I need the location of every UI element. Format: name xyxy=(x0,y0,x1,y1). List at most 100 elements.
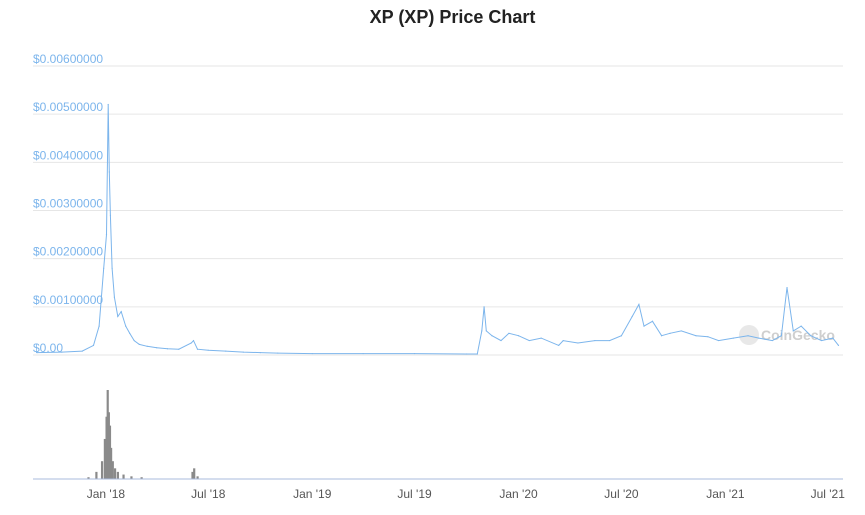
price-point xyxy=(125,325,127,327)
volume-bar xyxy=(108,425,112,479)
volume-bar xyxy=(130,476,133,479)
volume-bar xyxy=(196,476,199,479)
price-point xyxy=(771,339,773,342)
price-point xyxy=(594,339,596,342)
price-point xyxy=(92,344,95,346)
price-point xyxy=(500,339,502,342)
price-point xyxy=(608,339,611,342)
price-line xyxy=(36,104,839,355)
price-point xyxy=(747,335,749,337)
volume-bar xyxy=(95,471,98,479)
x-tick-label: Jul '18 xyxy=(191,487,226,501)
price-point xyxy=(61,351,63,353)
price-point xyxy=(508,332,510,334)
y-tick-label: $0.00400000 xyxy=(33,148,103,162)
price-point xyxy=(242,351,244,353)
price-point xyxy=(631,315,633,318)
x-tick-label: Jul '20 xyxy=(604,487,639,501)
price-point xyxy=(190,342,192,344)
price-point xyxy=(786,286,788,289)
price-point xyxy=(81,350,83,352)
price-point xyxy=(718,339,720,342)
price-point xyxy=(107,103,109,106)
price-point xyxy=(558,344,560,346)
y-tick-label: $0.00500000 xyxy=(33,100,103,114)
coingecko-logo-icon xyxy=(739,325,759,345)
volume-bar xyxy=(103,438,106,479)
price-point xyxy=(133,339,135,342)
x-tick-label: Jan '21 xyxy=(706,487,745,501)
price-point xyxy=(540,337,542,339)
price-point xyxy=(669,332,671,334)
grid-lines xyxy=(33,65,843,356)
volume-series xyxy=(87,390,199,479)
price-point xyxy=(207,349,209,351)
y-tick-label: $0.00100000 xyxy=(33,293,103,307)
price-point xyxy=(105,233,108,236)
watermark-text: CoinGecko xyxy=(761,327,835,343)
price-series xyxy=(36,103,840,355)
y-tick-label: $0.00 xyxy=(33,341,63,355)
y-tick-label: $0.00600000 xyxy=(33,52,103,66)
price-point xyxy=(810,335,812,337)
price-point xyxy=(178,348,180,350)
price-point xyxy=(196,348,199,350)
price-point xyxy=(491,335,493,337)
price-point xyxy=(113,296,115,298)
x-tick-label: Jan '18 xyxy=(87,487,126,501)
volume-bar xyxy=(140,477,143,479)
price-point xyxy=(117,315,119,318)
price-point xyxy=(732,337,734,339)
price-point xyxy=(638,303,640,306)
price-point xyxy=(485,330,487,332)
price-point xyxy=(837,344,840,346)
price-point xyxy=(528,339,530,342)
y-tick-label: $0.00200000 xyxy=(33,245,103,259)
price-point xyxy=(166,348,169,350)
volume-bar xyxy=(193,468,196,479)
volume-bar xyxy=(122,474,125,479)
x-tick-label: Jul '19 xyxy=(397,487,432,501)
price-point xyxy=(517,335,520,337)
price-point xyxy=(120,311,122,313)
price-point xyxy=(129,332,131,334)
price-point xyxy=(481,330,483,332)
price-point xyxy=(562,339,564,342)
volume-bar xyxy=(110,447,113,479)
y-axis-labels: $0.00 $0.00100000 $0.00200000 $0.00300000 $0… xyxy=(33,52,103,355)
y-tick-label: $0.00300000 xyxy=(33,197,103,211)
price-point xyxy=(108,171,110,173)
price-point xyxy=(111,267,113,269)
price-point xyxy=(780,335,782,337)
price-point xyxy=(109,214,112,216)
price-point xyxy=(643,325,645,327)
x-tick-label: Jan '20 xyxy=(499,487,538,501)
price-point xyxy=(483,306,485,308)
price-point xyxy=(800,325,802,327)
price-point xyxy=(98,325,100,327)
price-point xyxy=(36,351,38,354)
price-point xyxy=(651,320,654,322)
volume-bar xyxy=(100,461,104,479)
price-point xyxy=(577,342,579,344)
price-point xyxy=(758,337,760,339)
price-point xyxy=(225,350,227,352)
price-point xyxy=(146,345,148,347)
price-point xyxy=(413,352,416,355)
chart-title: XP (XP) Price Chart xyxy=(369,7,536,27)
volume-bar xyxy=(106,390,109,479)
price-point xyxy=(192,339,195,342)
volume-bar xyxy=(107,412,110,479)
x-tick-label: Jan '19 xyxy=(293,487,332,501)
price-point xyxy=(620,335,623,337)
price-point xyxy=(680,330,682,332)
price-point xyxy=(820,339,823,342)
volume-bar xyxy=(116,471,119,479)
price-point xyxy=(465,353,468,355)
price-point xyxy=(660,335,663,337)
price-point xyxy=(476,353,478,355)
price-point xyxy=(832,337,834,339)
x-axis-labels: Jan '18 Jul '18 Jan '19 Jul '19 Jan '20 Jul '… xyxy=(87,487,845,501)
volume-bar xyxy=(87,477,90,479)
